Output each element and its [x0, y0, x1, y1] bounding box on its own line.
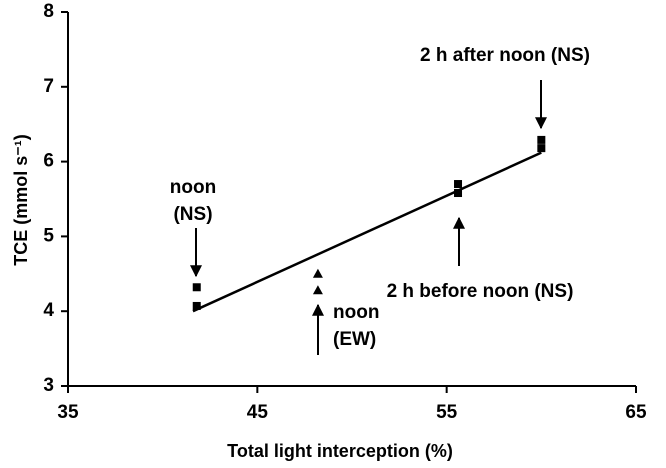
annotation: (NS)	[173, 204, 212, 225]
square-point	[537, 135, 546, 144]
x-axis-title: Total light interception (%)	[227, 441, 453, 461]
annotation: (EW)	[333, 329, 376, 350]
y-tick-label: 6	[43, 151, 54, 172]
fit-line	[192, 151, 542, 313]
square-point	[537, 144, 546, 153]
square-point	[454, 189, 463, 198]
y-tick-label: 8	[43, 1, 54, 22]
y-tick-label: 3	[43, 375, 54, 396]
x-tick-label: 65	[625, 402, 647, 423]
x-tick-label: 55	[436, 402, 458, 423]
annotation: noon	[333, 302, 379, 323]
y-tick-label: 4	[43, 300, 54, 321]
y-axis-title: TCE (mmol s⁻¹)	[11, 134, 31, 266]
square-point	[454, 180, 463, 189]
square-point	[192, 283, 201, 292]
annotation: 2 h after noon (NS)	[420, 45, 590, 66]
x-tick-label: 35	[57, 402, 79, 423]
triangle-point	[312, 268, 323, 278]
y-tick-label: 7	[43, 76, 54, 97]
y-tick-label: 5	[43, 225, 54, 246]
triangle-point	[312, 285, 323, 295]
x-tick-label: 45	[247, 402, 269, 423]
square-point	[192, 301, 201, 310]
annotation: noon	[170, 177, 216, 198]
annotation: 2 h before noon (NS)	[387, 281, 574, 302]
